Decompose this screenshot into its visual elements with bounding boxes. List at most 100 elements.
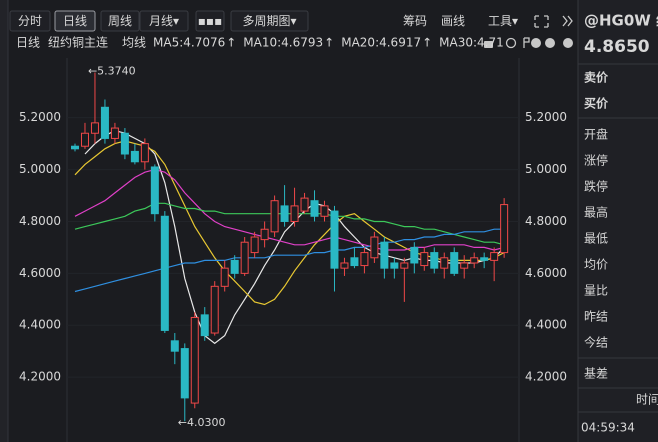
candle-body (180, 348, 189, 399)
tool-button[interactable]: 工具▾ (488, 14, 518, 28)
tab-button[interactable] (139, 10, 189, 32)
time-header: 时间 (636, 393, 658, 407)
y-tick-label: 5.0000 (19, 162, 61, 176)
legend-item: MA10:4.6793 (243, 36, 323, 50)
legend-arrow: ↑ (226, 36, 236, 50)
y-tick-label-right: 5.0000 (525, 162, 567, 176)
tab-button[interactable] (195, 10, 225, 32)
fullscreen-icon[interactable] (534, 15, 549, 28)
legend-item: MA5:4.7076 (153, 36, 225, 50)
candle-body (100, 106, 109, 139)
candle-body (190, 316, 199, 404)
quote-panel (578, 0, 658, 442)
candle-body (240, 241, 249, 274)
candle-body (220, 267, 229, 287)
candle-body (210, 285, 219, 334)
lock-icon[interactable] (484, 41, 493, 48)
tab-button[interactable] (230, 10, 309, 32)
candle-body (80, 132, 89, 147)
gear-icon[interactable] (563, 38, 573, 48)
y-tick-label-right: 4.4000 (525, 318, 567, 332)
ma-line (74, 168, 505, 251)
candle-body (400, 262, 409, 269)
candle-body (350, 257, 359, 267)
zoom-in-icon[interactable] (531, 38, 541, 48)
candle-body (490, 252, 499, 261)
candle-body (140, 143, 149, 163)
field-label: 量比 (584, 284, 608, 298)
candle-body (480, 257, 489, 261)
candle-body (300, 197, 309, 212)
candle-body (160, 215, 169, 331)
field-label: 跌停 (584, 179, 608, 194)
candle-body (250, 236, 259, 254)
y-tick-label: 4.4000 (19, 318, 61, 332)
settings-icon[interactable] (523, 37, 530, 48)
extreme-label: ←5.3740 (88, 65, 136, 78)
candle-body (280, 205, 289, 222)
candle-body (420, 252, 429, 267)
candle-body (390, 262, 399, 269)
left-strip (0, 0, 8, 442)
tool-button[interactable]: 画线 (441, 14, 465, 28)
y-tick-label-right: 4.2000 (525, 370, 567, 384)
candle-body (230, 259, 239, 274)
candle-body (450, 252, 459, 274)
field-label: 买价 (584, 97, 609, 111)
y-tick-label-right: 5.2000 (525, 110, 567, 124)
candle-body (500, 204, 509, 254)
candle-body (90, 122, 99, 134)
candle-body (260, 228, 269, 241)
tool-button[interactable]: 筹码 (403, 14, 427, 28)
legend-arrow: ↑ (422, 36, 432, 50)
price: 4.8650 (584, 37, 650, 57)
candle-body (200, 314, 209, 337)
candle-body (320, 205, 329, 217)
y-tick-label-right: 4.8000 (525, 214, 567, 228)
candle-body (380, 241, 389, 269)
tab-label[interactable]: 周线 (108, 14, 132, 28)
field-label: 开盘 (584, 127, 608, 142)
legend-item: MA30:4.71 (439, 36, 504, 50)
candle-body (71, 145, 79, 150)
field-label: 今结 (584, 335, 608, 350)
field-label: 昨结 (584, 310, 608, 324)
ma-line (74, 228, 505, 293)
extreme-label: ←4.0300 (178, 416, 226, 429)
tab-button[interactable] (100, 10, 140, 32)
tab-label[interactable]: 分时 (18, 14, 42, 28)
tab-label[interactable]: 日线 (63, 14, 87, 28)
candle-body (330, 210, 339, 269)
candle-body (310, 200, 319, 217)
tab-button[interactable] (9, 10, 51, 32)
legend-period: 日线 (16, 36, 40, 50)
field-label: 卖价 (584, 70, 609, 85)
tab-label[interactable]: ▪▪▪ (198, 14, 222, 28)
legend-symbol: 纽约铜主连 (48, 35, 108, 50)
candle-body (130, 150, 139, 163)
collapse-icon[interactable] (562, 15, 573, 27)
candle-body (410, 246, 419, 264)
legend-item: MA20:4.6917 (341, 36, 421, 50)
field-label: 最低 (584, 232, 608, 246)
field-label: 最高 (584, 205, 608, 220)
zoom-out-icon[interactable] (545, 38, 555, 48)
field-label: 基差 (584, 367, 608, 381)
tab-button[interactable] (54, 10, 96, 32)
legend-tools (484, 37, 573, 49)
undo-icon[interactable] (505, 37, 517, 49)
candle-body (360, 252, 369, 267)
candle-body (470, 257, 479, 264)
candle-body (440, 257, 449, 269)
candle-body (120, 132, 129, 155)
tab-label[interactable]: 月线▾ (149, 14, 179, 28)
symbol: @HG0W 纽 (584, 12, 658, 30)
y-tick-label: 5.2000 (19, 110, 61, 124)
time: 04:59:34 (581, 421, 635, 435)
y-tick-label: 4.8000 (19, 214, 61, 228)
candle-body (430, 252, 439, 269)
candle-body (340, 262, 349, 269)
tab-label[interactable]: 多周期图▾ (242, 14, 296, 28)
candle-body (150, 166, 159, 215)
